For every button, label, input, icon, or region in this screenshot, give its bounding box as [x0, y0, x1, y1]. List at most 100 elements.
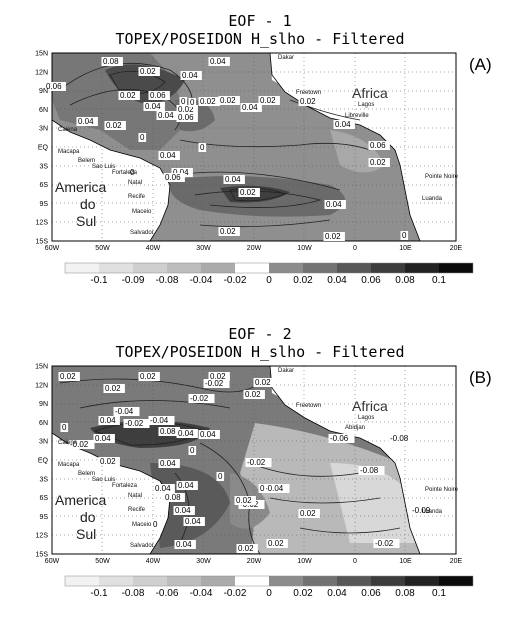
- panel-b-x-tick: 20W: [247, 558, 262, 565]
- panel-a-y-tick: 12S: [36, 220, 49, 227]
- panel-a-contour-label: 0.02: [220, 96, 236, 105]
- panel-a-colorbar-label: -0.02: [223, 275, 247, 286]
- panel-a-contour-label: 0.02: [240, 188, 256, 197]
- panel-b-x-tick: 40W: [146, 558, 161, 565]
- panel-b-y-tick: 12N: [35, 382, 48, 389]
- panel-a-contour-label-bg: [324, 200, 346, 209]
- panel-a-contour-label: 0.04: [225, 175, 241, 184]
- panel-b-colorbar-swatch: [65, 576, 99, 586]
- panel-a-contour-label: 0.02: [200, 97, 216, 106]
- panel-b-contour-label: 0.02: [238, 544, 254, 553]
- panel-a-colorbar-swatch: [201, 263, 235, 273]
- panel-b-contour-label-bg: [183, 517, 205, 526]
- panel-a-y-tick: 3N: [39, 126, 48, 133]
- panel-a-contour-label: 0.04: [160, 151, 176, 160]
- panel-b-y-tick: 3S: [39, 476, 48, 483]
- city-luanda-b: Luanda: [422, 509, 443, 515]
- panel-a-contour-label: 0.02: [370, 158, 386, 167]
- panel-a-contour-label: 0.04: [78, 117, 94, 126]
- panel-b-colorbar-frame: [64, 575, 474, 587]
- panel-a-contour-label-bg: [240, 103, 262, 112]
- city-caiena-b: Caiena: [58, 440, 78, 446]
- panel-a-map: 0.080.020.040.060.020.040.060.020.040 0.0…: [35, 51, 474, 274]
- city-freetown-b: Freetown: [296, 403, 321, 409]
- panel-b-contour-label: 0.04: [160, 459, 176, 468]
- panel-b-colorbar-label: 0.06: [361, 588, 381, 599]
- panel-a-contour-label-bg: [180, 71, 202, 80]
- panel-a-contour-label-bg: [298, 97, 320, 106]
- panel-b-contour-label: 0.02: [236, 496, 252, 505]
- panel-a-contour-label: 0.04: [210, 57, 226, 66]
- panel-a-colorbar: [64, 262, 474, 274]
- panel-a-x-tick: 50W: [95, 245, 110, 252]
- panel-b-contour-label: 0: [260, 484, 265, 493]
- panel-b-contour-label: 0.04: [155, 484, 171, 493]
- panel-b-contour-label-bg: [245, 458, 272, 467]
- panel-b-contour-label: 0.02: [300, 509, 316, 518]
- panel-b-contour-label: 0.02: [245, 390, 261, 399]
- panel-a-contour-label: 0.04: [326, 200, 342, 209]
- panel-b-contour-label: -0.09: [412, 506, 431, 515]
- city-fortaleza: Fortaleza: [112, 170, 138, 176]
- panel-a-contour-label: 0: [190, 98, 195, 107]
- city-recife-b: Recife: [128, 507, 146, 513]
- panel-a-colorbar-label: -0.1: [90, 275, 108, 286]
- panel-b-y-tick: EQ: [38, 458, 49, 465]
- panel-b-colorbar-swatch: [405, 576, 439, 586]
- panel-b-colorbar-swatch: [371, 576, 405, 586]
- panel-b-contour-label: 0.02: [100, 457, 116, 466]
- panel-a-colorbar-swatch: [235, 263, 269, 273]
- panel-b-contour-label: 0.04: [200, 430, 216, 439]
- panel-b-contour-label-bg: [203, 379, 230, 388]
- panel-a-colorbar-frame: [64, 262, 474, 274]
- panel-a-contour-label: 0.02: [300, 97, 316, 106]
- panel-b-colorbar-label: -0.02: [223, 588, 247, 599]
- panel-a-contour-label-bg: [218, 96, 240, 105]
- city-luanda: Luanda: [422, 196, 443, 202]
- panel-b-contour-label-bg: [103, 384, 125, 393]
- panel-a-contour-label: 0.06: [46, 82, 62, 91]
- panel-b-contour-label-bg: [68, 440, 95, 449]
- city-maceio: Maceio: [132, 209, 152, 215]
- panel-b-contour-label: 0.04: [185, 517, 201, 526]
- city-lagos-b: Lagos: [358, 415, 374, 421]
- panel-b-contour-label-bg: [188, 394, 215, 403]
- panel-a: EOF - 1 TOPEX/POSEIDON H_slho - Filtered…: [0, 0, 511, 313]
- panel-b-contour-label: 0: [218, 472, 223, 481]
- panel-a-contour-label: 0: [140, 133, 145, 142]
- panel-b-contour-label: -0.02: [247, 458, 266, 467]
- city-dakar: Dakar: [278, 55, 294, 61]
- panel-a-y-tick: 12N: [35, 69, 48, 76]
- panel-a-contour-label: 0.06: [178, 113, 194, 122]
- panel-b-colorbar-swatch: [167, 576, 201, 586]
- panel-b-contour-label: 0.02: [140, 372, 156, 381]
- panel-a-contour-label: 0.02: [220, 227, 236, 236]
- panel-a-colorbar-swatch: [133, 263, 167, 273]
- panel-b-contour-label-bg: [253, 378, 275, 387]
- panel-a-x-tick: 20E: [450, 245, 463, 252]
- panel-b-y-tick: 6N: [39, 420, 48, 427]
- panel-a-title-line1: EOF - 1: [228, 12, 292, 30]
- panel-b-contour-label-bg: [263, 484, 290, 493]
- city-macapa-b: Macapa: [58, 462, 80, 468]
- panel-a-contour-label-bg: [128, 168, 137, 177]
- america-label-1: America: [55, 179, 107, 195]
- city-fortaleza-b: Fortaleza: [112, 483, 138, 489]
- panel-a-colorbar-label: 0.08: [395, 275, 415, 286]
- city-dakar-b: Dakar: [278, 368, 294, 374]
- panel-a-colorbar-swatch: [269, 263, 303, 273]
- panel-a-contour-label-bg: [400, 231, 409, 240]
- panel-b-contour-label: -0.04: [265, 484, 284, 493]
- panel-a-contour-label-bg: [238, 188, 260, 197]
- panel-a-contour-label: 0.06: [165, 173, 181, 182]
- panel-b-contour-label: -0.08: [360, 466, 379, 475]
- panel-b-contour-label-bg: [58, 372, 80, 381]
- panel-a-letter: (A): [469, 55, 492, 74]
- panel-a-contour-label-bg: [44, 82, 66, 91]
- panel-a-colorbar-label: 0.02: [293, 275, 313, 286]
- panel-a-contour-label-bg: [171, 168, 193, 177]
- panel-b-y-tick: 6S: [39, 495, 48, 502]
- panel-b-contour-label: -0.02: [125, 419, 144, 428]
- panel-b-colorbar-swatch: [269, 576, 303, 586]
- panel-a-y-tick: 9S: [39, 201, 48, 208]
